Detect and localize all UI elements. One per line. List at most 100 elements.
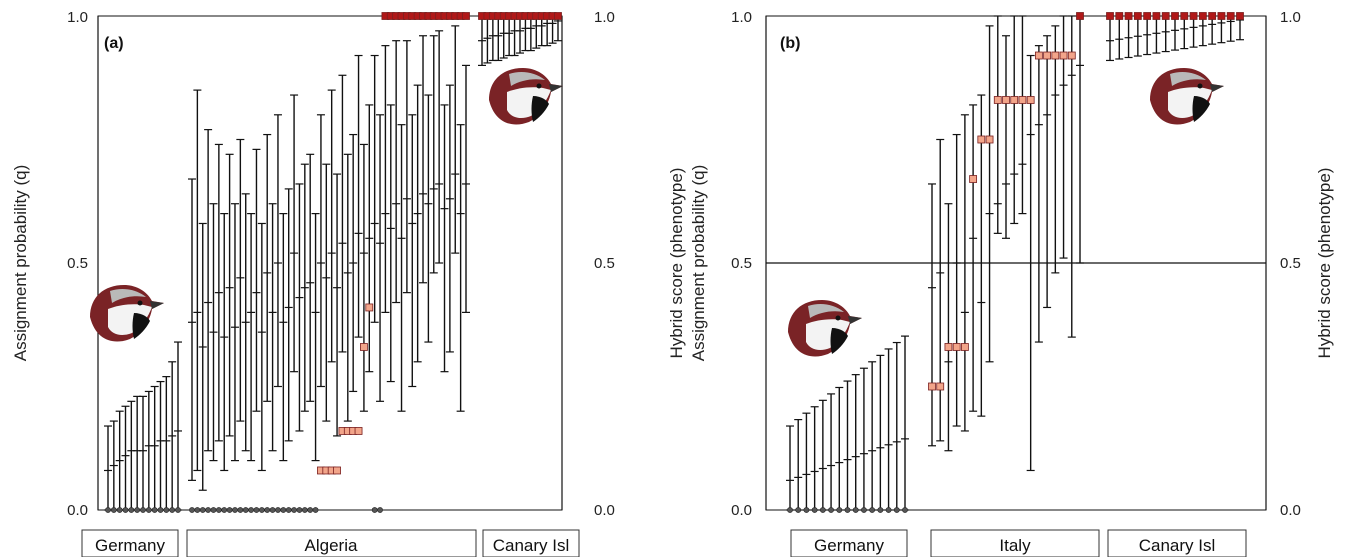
hybrid-point <box>902 507 908 513</box>
hybrid-point <box>1043 51 1052 60</box>
hybrid-point <box>852 507 859 513</box>
b-group-canary: Canary Isl <box>1139 536 1216 555</box>
hybrid-point <box>285 507 292 513</box>
hybrid-point <box>1217 12 1226 20</box>
hybrid-point <box>110 507 117 513</box>
hybrid-point <box>365 303 374 312</box>
hybrid-point <box>1161 12 1170 20</box>
hybrid-point <box>1018 96 1027 104</box>
a-interval-series <box>104 15 562 511</box>
hybrid-point <box>944 343 953 351</box>
hybrid-point <box>169 507 176 513</box>
hybrid-point <box>554 12 562 20</box>
a-group-box-canary <box>482 529 580 557</box>
b-ytick-0-left: 0.0 <box>731 502 752 519</box>
hybrid-point <box>105 507 111 513</box>
hybrid-point <box>985 135 994 144</box>
b-ytick-1-left: 1.0 <box>731 9 752 26</box>
hybrid-point <box>248 507 254 513</box>
a-panel-tag: (a) <box>104 35 124 52</box>
hybrid-point <box>1010 96 1019 104</box>
hybrid-point <box>157 507 164 513</box>
b-ylabel-line2: Assignment probability (q) <box>689 165 708 362</box>
hybrid-point <box>221 507 228 513</box>
hybrid-point <box>1171 12 1179 20</box>
hybrid-point <box>1002 96 1010 104</box>
hybrid-point <box>269 507 276 513</box>
hybrid-point <box>189 507 195 513</box>
hybrid-point <box>145 507 152 513</box>
hybrid-point <box>1034 51 1043 60</box>
hybrid-point <box>377 507 383 513</box>
b-ytick-1-right: 1.0 <box>1280 9 1301 26</box>
hybrid-point <box>122 507 129 513</box>
hybrid-point <box>928 382 936 391</box>
hybrid-point <box>226 507 233 513</box>
hybrid-point <box>258 507 265 513</box>
panel-a: 0.0 0.5 1.0 0.0 0.5 1.0 Assignment proba… <box>11 9 615 557</box>
hybrid-point <box>280 507 287 513</box>
a-group-algeria: Algeria <box>305 536 358 555</box>
hybrid-point <box>1226 12 1235 20</box>
hybrid-point <box>993 96 1002 104</box>
b-group-germany: Germany <box>814 536 884 555</box>
hybrid-point <box>1143 12 1152 20</box>
hybrid-point <box>885 507 892 513</box>
hybrid-point <box>333 466 341 475</box>
hybrid-point <box>140 507 146 513</box>
b-group-box-italy <box>930 529 1100 557</box>
hybrid-point <box>1133 12 1142 20</box>
hybrid-point <box>877 507 884 513</box>
hybrid-point <box>1059 51 1068 60</box>
hybrid-point <box>828 507 834 513</box>
hybrid-point <box>861 507 867 513</box>
hybrid-point <box>1152 12 1161 20</box>
hybrid-point <box>175 507 181 513</box>
hybrid-point <box>952 343 961 351</box>
hybrid-point <box>371 507 378 513</box>
hybrid-point <box>360 343 368 351</box>
hybrid-point <box>151 507 158 513</box>
hybrid-point <box>1026 96 1035 104</box>
hybrid-point <box>253 507 260 513</box>
a-ytick-05-right: 0.5 <box>594 255 615 272</box>
a-group-box-algeria <box>186 529 477 557</box>
hybrid-point <box>1076 12 1084 20</box>
hybrid-point <box>291 507 297 513</box>
a-ylabel: Assignment probability (q) <box>11 165 30 362</box>
hybrid-point <box>836 507 843 513</box>
b-ylabel-line1: Hybrid score (phenotype) <box>667 168 686 359</box>
hybrid-point <box>462 12 470 20</box>
sparrow-head-icon <box>489 68 563 125</box>
hybrid-point <box>237 507 244 513</box>
b-hybrid-series <box>787 12 1244 513</box>
a-ytick-1-left: 1.0 <box>67 9 88 26</box>
hybrid-point <box>242 507 249 513</box>
hybrid-point <box>869 507 876 513</box>
b-group-box-canary <box>1107 529 1247 557</box>
b-ytick-05-left: 0.5 <box>731 255 752 272</box>
hybrid-point <box>795 507 802 513</box>
hybrid-point <box>210 507 217 513</box>
sparrow-head-icon <box>1150 68 1224 125</box>
hybrid-point <box>301 507 308 513</box>
hybrid-point <box>811 507 818 513</box>
b-ytick-0-right: 0.0 <box>1280 502 1301 519</box>
hybrid-point <box>969 175 978 183</box>
a-group-canary: Canary Isl <box>493 536 570 555</box>
hybrid-point <box>803 507 810 513</box>
hybrid-point <box>1115 12 1124 20</box>
hybrid-point <box>893 507 900 513</box>
a-ytick-05-left: 0.5 <box>67 255 88 272</box>
hybrid-point <box>1106 12 1114 20</box>
a-ytick-0-left: 0.0 <box>67 502 88 519</box>
hybrid-point <box>194 507 201 513</box>
hybrid-point <box>819 507 826 513</box>
b-ylabel-right: Hybrid score (phenotype) <box>1315 168 1334 359</box>
hybrid-point <box>264 507 271 513</box>
hybrid-point <box>199 507 206 513</box>
sparrow-head-icon <box>90 285 164 342</box>
a-group-box-germany <box>81 529 179 557</box>
hybrid-point <box>134 507 141 513</box>
a-group-germany: Germany <box>95 536 165 555</box>
